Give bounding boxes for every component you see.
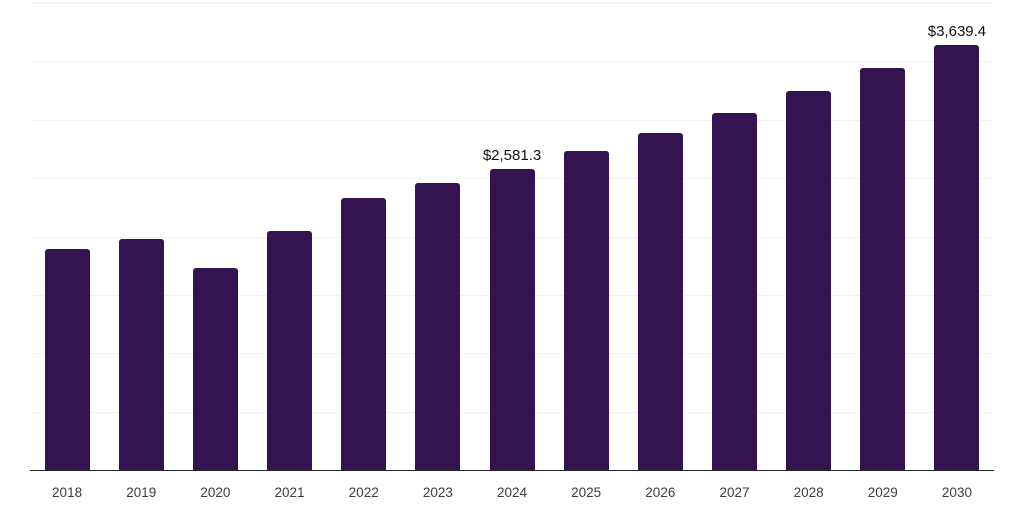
bar-2023 xyxy=(415,182,461,470)
x-axis-line xyxy=(30,469,994,471)
bar-2029 xyxy=(860,68,906,470)
gridline-4000 xyxy=(30,3,994,4)
x-tick-label-2029: 2029 xyxy=(867,485,898,500)
x-tick-label-2024: 2024 xyxy=(496,485,528,500)
bar-column-2023 xyxy=(401,3,475,470)
bar-2027 xyxy=(711,112,757,470)
bar-value-label-2024: $2,581.3 xyxy=(482,146,542,164)
gridline-3000 xyxy=(30,119,994,121)
bar-2022 xyxy=(341,197,387,470)
x-axis-labels: 2018 2019 2020 2021 2022 2023 2024 2025 2026 2027… xyxy=(30,470,994,512)
plot-area: $2,581.3 $3,639.4 xyxy=(30,3,994,471)
bar-column-2022 xyxy=(327,3,401,470)
bar-2025 xyxy=(563,151,609,470)
bar-2020 xyxy=(192,268,238,470)
bar-2026 xyxy=(637,132,683,470)
bar-2024 xyxy=(489,168,535,470)
x-tick-label-2021: 2021 xyxy=(274,485,305,500)
bar-column-2030: $3,639.4 xyxy=(920,3,994,470)
bar-2019 xyxy=(118,238,164,470)
bar-2028 xyxy=(786,90,832,470)
bar-2021 xyxy=(267,230,313,470)
x-tick-label-2018: 2018 xyxy=(52,485,83,500)
x-tick-label-2019: 2019 xyxy=(126,485,157,500)
bar-column-2024: $2,581.3 xyxy=(475,3,549,470)
bar-2018 xyxy=(44,249,90,470)
x-tick-label-2026: 2026 xyxy=(645,485,676,500)
bar-column-2028 xyxy=(772,3,846,470)
bar-2030 xyxy=(934,45,980,470)
x-tick-label-2022: 2022 xyxy=(348,485,379,500)
gridline-3500 xyxy=(30,61,994,63)
x-tick-label-2030: 2030 xyxy=(941,485,972,500)
bars-row: $2,581.3 $3,639.4 xyxy=(30,3,994,470)
bar-column-2021 xyxy=(252,3,326,470)
x-tick-label-2027: 2027 xyxy=(719,485,750,500)
bar-column-2020 xyxy=(178,3,252,470)
bar-column-2019 xyxy=(104,3,178,470)
bar-column-2026 xyxy=(623,3,697,470)
bar-value-label-2030: $3,639.4 xyxy=(927,23,987,41)
bar-column-2027 xyxy=(697,3,771,470)
x-tick-label-2023: 2023 xyxy=(422,485,453,500)
bar-column-2025 xyxy=(549,3,623,470)
x-tick-label-2025: 2025 xyxy=(571,485,602,500)
x-tick-label-2028: 2028 xyxy=(793,485,824,500)
bar-column-2029 xyxy=(846,3,920,470)
x-tick-label-2020: 2020 xyxy=(200,485,231,500)
bar-column-2018 xyxy=(30,3,104,470)
